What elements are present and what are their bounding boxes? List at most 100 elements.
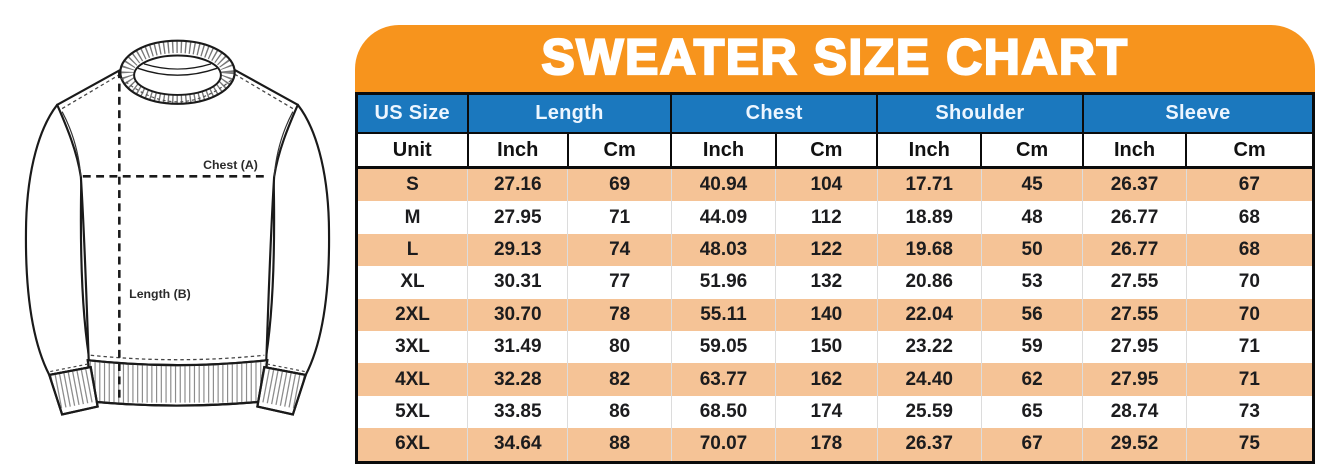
value-cell: 162 — [775, 363, 878, 396]
size-cell: S — [406, 174, 419, 196]
unit-header-cell: Inch — [1081, 132, 1188, 169]
value-cell: 70 — [1185, 298, 1314, 331]
value-cell: 112 — [775, 201, 878, 234]
sweater-body — [56, 67, 299, 367]
value-cell: 78 — [567, 298, 672, 331]
column-group-header: Chest — [670, 92, 879, 134]
value-cell: 86 — [567, 395, 672, 429]
value-cell: 27.55 — [1082, 298, 1187, 331]
value-cell: 23.22 — [876, 330, 982, 364]
value-cell: 70.07 — [670, 428, 776, 463]
value-cell: 62 — [980, 363, 1083, 396]
value-cell: 68 — [1185, 233, 1314, 267]
collar — [119, 39, 236, 105]
unit-header-cell: Cm — [774, 132, 879, 169]
left-shoulder-seam — [59, 73, 121, 111]
value-cell: 80 — [567, 330, 672, 364]
column-group-header: Shoulder — [876, 92, 1084, 134]
left-cuff — [47, 363, 99, 416]
value-cell: 70 — [1185, 266, 1314, 299]
sweater-diagram: Chest (A) Length (B) — [0, 0, 355, 465]
value-cell: 34.64 — [466, 428, 568, 463]
value-cell: 27.55 — [1082, 266, 1187, 299]
value-cell: 82 — [567, 363, 672, 396]
right-armhole-seam — [273, 111, 294, 177]
value-cell: 18.89 — [876, 201, 982, 234]
column-group-header-row: US Size Length Chest Shoulder Sleeve — [355, 92, 1315, 134]
value-cell: 26.77 — [1082, 201, 1187, 234]
right-shoulder-seam — [234, 73, 296, 111]
size-cell: 6XL — [395, 433, 430, 455]
size-cell: L — [406, 238, 419, 260]
table-row: XL 30.31 77 51.96 132 20.86 53 27.55 70 — [357, 266, 1314, 299]
title-banner: SWEATER SIZE CHART — [355, 25, 1315, 92]
value-cell: 32.28 — [466, 363, 568, 396]
value-cell: 22.04 — [876, 298, 982, 331]
value-cell: 59 — [980, 330, 1083, 364]
value-cell: 74 — [567, 233, 672, 267]
size-cell: 3XL — [395, 336, 430, 358]
value-cell: 29.13 — [466, 233, 568, 267]
value-cell: 77 — [567, 266, 672, 299]
value-cell: 48 — [980, 201, 1083, 234]
size-cell: M — [404, 206, 421, 228]
table-row: 4XL 32.28 82 63.77 162 24.40 62 27.95 71 — [356, 363, 1314, 396]
value-cell: 20.86 — [876, 266, 982, 299]
size-cell: 2XL — [395, 303, 430, 325]
value-cell: 24.40 — [876, 363, 982, 396]
value-cell: 26.37 — [876, 428, 982, 463]
value-cell: 25.59 — [876, 395, 982, 429]
value-cell: 30.31 — [466, 266, 568, 299]
value-cell: 132 — [775, 266, 878, 299]
left-armhole-seam — [61, 111, 82, 177]
unit-header-row: Unit Inch Cm Inch Cm Inch Cm Inch Cm — [355, 132, 1315, 169]
unit-header-cell: Inch — [876, 132, 983, 169]
value-cell: 55.11 — [670, 298, 776, 331]
unit-header-cell: Cm — [1185, 132, 1315, 169]
value-cell: 27.95 — [1082, 330, 1187, 364]
value-cell: 50 — [980, 233, 1083, 267]
column-group-header: Length — [466, 92, 673, 134]
table-row: S 27.16 69 40.94 104 17.71 45 26.37 67 — [356, 167, 1314, 202]
value-cell: 53 — [980, 266, 1083, 299]
size-cell: 5XL — [395, 400, 430, 422]
size-chart-panel: SWEATER SIZE CHART US Size Length Chest Sho… — [355, 25, 1315, 464]
table-row: L 29.13 74 48.03 122 19.68 50 26.77 68 — [356, 233, 1314, 267]
value-cell: 26.77 — [1082, 233, 1187, 267]
value-cell: 104 — [775, 167, 878, 202]
value-cell: 71 — [567, 201, 672, 234]
value-cell: 17.71 — [876, 167, 982, 202]
value-cell: 31.49 — [466, 330, 568, 364]
value-cell: 44.09 — [670, 201, 776, 234]
value-cell: 40.94 — [670, 167, 776, 202]
unit-header-cell: Inch — [670, 132, 777, 169]
size-cell: 4XL — [395, 368, 430, 390]
table-row: M 27.95 71 44.09 112 18.89 48 26.77 68 — [357, 201, 1314, 234]
column-group-header: US Size — [355, 92, 469, 134]
value-cell: 122 — [775, 233, 878, 267]
value-cell: 71 — [1185, 330, 1314, 364]
value-cell: 27.95 — [1082, 363, 1187, 396]
value-cell: 28.74 — [1082, 395, 1187, 429]
value-cell: 30.70 — [466, 298, 568, 331]
value-cell: 178 — [775, 428, 878, 463]
value-cell: 68 — [1185, 201, 1314, 234]
table-row: 3XL 31.49 80 59.05 150 23.22 59 27.95 71 — [357, 330, 1314, 364]
value-cell: 63.77 — [670, 363, 776, 396]
value-cell: 27.16 — [466, 167, 568, 202]
value-cell: 27.95 — [466, 201, 568, 234]
value-cell: 73 — [1185, 395, 1314, 429]
value-cell: 33.85 — [466, 395, 568, 429]
value-cell: 140 — [775, 298, 878, 331]
value-cell: 174 — [775, 395, 878, 429]
chest-label: Chest (A) — [203, 158, 258, 172]
value-cell: 65 — [980, 395, 1083, 429]
value-cell: 150 — [775, 330, 878, 364]
value-cell: 75 — [1185, 428, 1314, 463]
unit-header-cell: Unit — [355, 132, 469, 169]
table-row: 6XL 34.64 88 70.07 178 26.37 67 29.52 75 — [356, 428, 1314, 463]
sweater-flat-sketch: Chest (A) Length (B) — [24, 39, 331, 416]
value-cell: 56 — [980, 298, 1083, 331]
unit-header-cell: Cm — [980, 132, 1084, 169]
